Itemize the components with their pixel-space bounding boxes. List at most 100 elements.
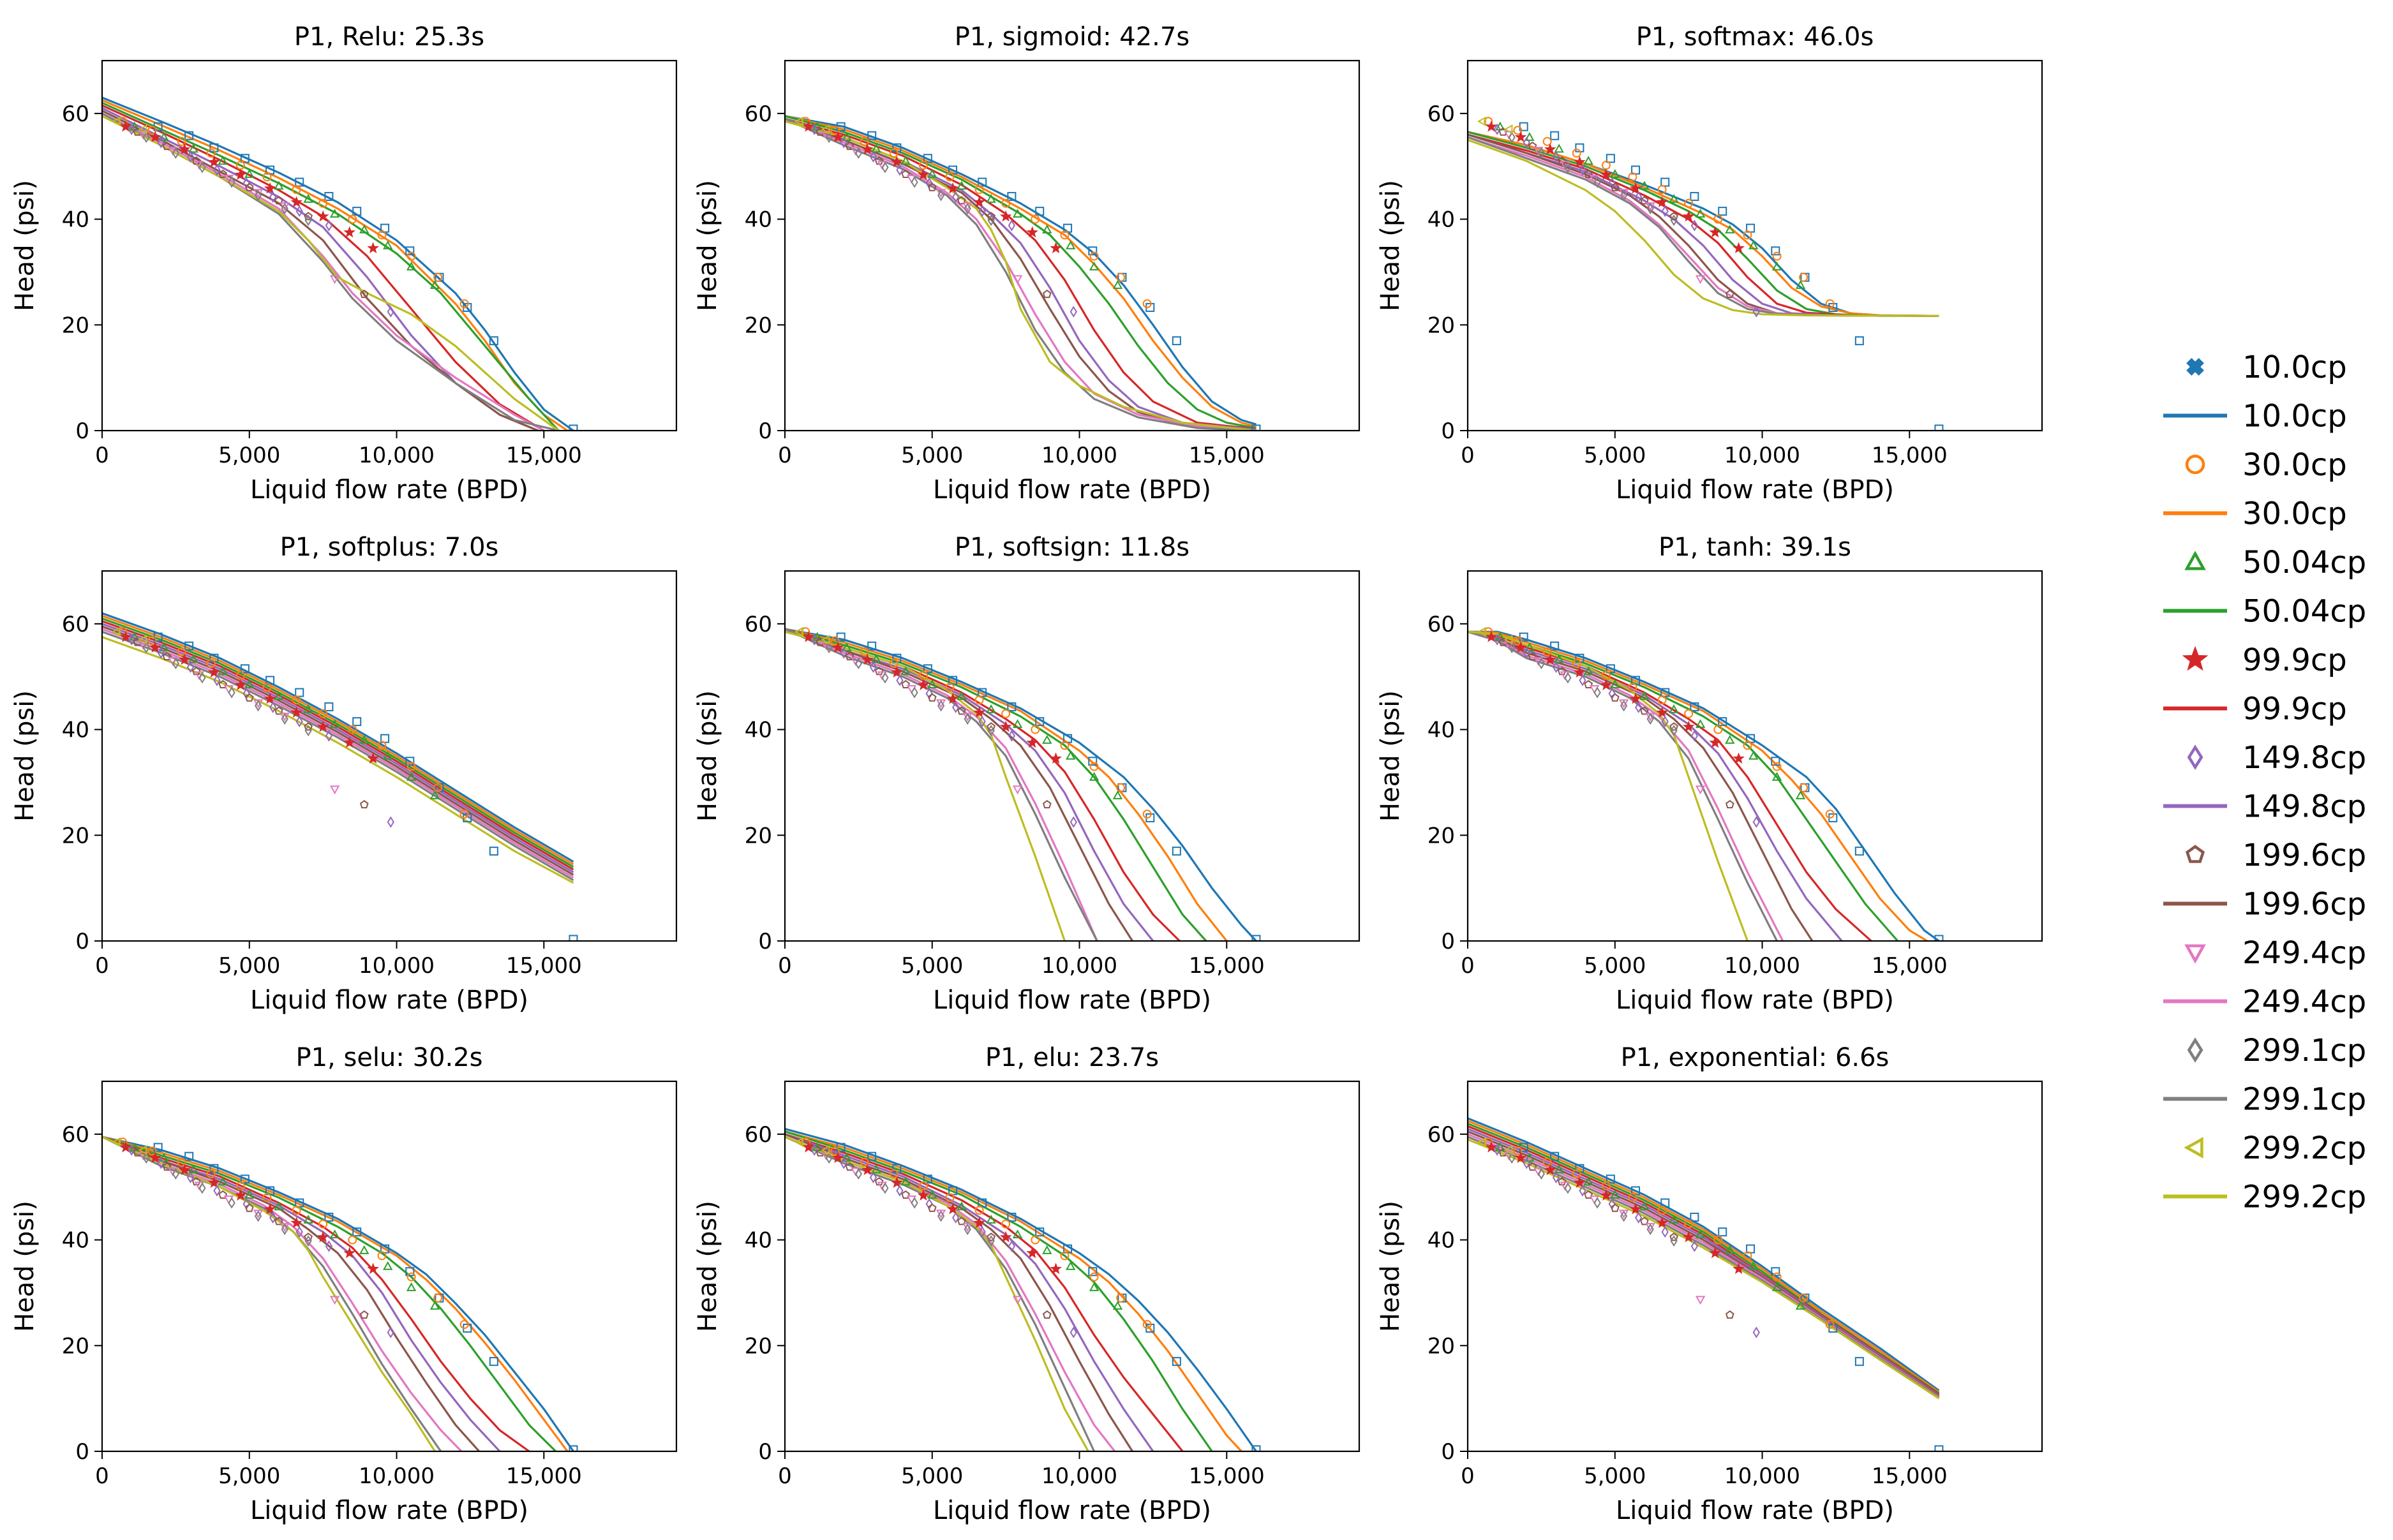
point-50_04cp — [359, 225, 369, 233]
point-99_9cp — [1544, 143, 1556, 155]
point-199_6cp — [901, 1190, 911, 1199]
y-tick-label: 20 — [62, 823, 89, 848]
point-99_9cp — [999, 1231, 1012, 1243]
point-50_04cp — [244, 679, 255, 688]
point-149_8cp — [128, 633, 135, 646]
point-299_1cp — [1670, 725, 1678, 737]
point-50_04cp — [383, 240, 393, 249]
point-50_04cp — [159, 132, 169, 141]
point-50_04cp — [1554, 654, 1564, 663]
point-199_6cp — [1528, 651, 1537, 661]
point-10_0cp — [240, 1174, 250, 1184]
point-99_9cp — [1026, 1247, 1039, 1259]
point-199_6cp — [1610, 693, 1620, 702]
point-199_6cp — [218, 679, 228, 688]
point-149_8cp — [1690, 730, 1699, 742]
point-149_8cp — [1635, 1211, 1643, 1224]
point-50_04cp — [429, 280, 440, 289]
point-50_04cp — [329, 1229, 340, 1239]
point-30_0cp — [1743, 1251, 1752, 1261]
line-299_1cp — [785, 117, 1256, 431]
legend-label: 99.9cp — [2242, 692, 2347, 727]
point-50_04cp — [900, 156, 911, 165]
point-299_1cp — [142, 1152, 150, 1164]
point-50_04cp — [842, 642, 852, 651]
point-30_0cp — [1772, 251, 1782, 261]
line-99_9cp — [1468, 133, 1939, 317]
point-149_8cp — [295, 716, 303, 728]
point-30_0cp — [889, 149, 898, 158]
point-30_0cp — [974, 1206, 984, 1215]
point-50_04cp — [1042, 225, 1052, 233]
point-149_8cp — [213, 1185, 221, 1197]
point-99_9cp — [178, 143, 191, 155]
point-149_8cp — [1635, 191, 1643, 203]
line-299_1cp — [785, 628, 1098, 941]
line-299_2cp — [1468, 138, 1939, 317]
point-50_04cp — [218, 156, 228, 165]
point-199_6cp — [359, 1310, 369, 1319]
point-99_9cp — [1656, 706, 1668, 718]
point-10_0cp — [978, 1198, 987, 1208]
point-50_04cp — [957, 691, 967, 700]
point-299_1cp — [1593, 686, 1601, 699]
point-299_1cp — [1508, 1152, 1516, 1164]
x-tick-label: 10,000 — [359, 1463, 435, 1489]
point-149_8cp — [1493, 1144, 1501, 1156]
point-10_0cp — [1035, 717, 1045, 727]
point-10_0cp — [1606, 1174, 1615, 1184]
point-99_9cp — [973, 1217, 985, 1228]
point-199_6cp — [304, 212, 313, 221]
subplot-3: P1, softmax: 46.0s 0 5,000 10,000 15,000 0 20 4… — [1376, 22, 2043, 505]
point-99_9cp — [343, 736, 356, 748]
point-299_2cp — [1477, 1137, 1486, 1147]
point-50_04cp — [1089, 772, 1100, 781]
point-199_6cp — [987, 1233, 995, 1241]
x-tick-label: 10,000 — [1724, 443, 1800, 468]
point-10_0cp — [1854, 847, 1864, 856]
point-199_6cp — [244, 182, 254, 191]
point-149_8cp — [1752, 306, 1760, 318]
point-149_8cp — [186, 151, 195, 163]
point-30_0cp — [1684, 709, 1694, 718]
point-149_8cp — [295, 1226, 303, 1238]
subplot-title: P1, sigmoid: 42.7s — [955, 22, 1189, 52]
point-50_04cp — [957, 181, 967, 190]
point-30_0cp — [1825, 299, 1835, 309]
point-299_2cp — [821, 635, 830, 645]
point-149_8cp — [186, 1171, 195, 1183]
point-30_0cp — [1142, 810, 1152, 819]
point-199_6cp — [1584, 1190, 1593, 1199]
point-299_1cp — [198, 161, 206, 174]
point-99_9cp — [317, 210, 329, 222]
point-10_0cp — [1088, 757, 1098, 766]
point-30_0cp — [1684, 1219, 1694, 1229]
point-10_0cp — [1934, 1445, 1944, 1451]
point-99_9cp — [1574, 156, 1586, 168]
point-30_0cp — [348, 1235, 357, 1245]
line-149_8cp — [785, 1133, 1154, 1451]
line-30_0cp — [1468, 630, 1928, 941]
point-299_1cp — [304, 1235, 312, 1247]
subplot-5: P1, softsign: 11.8s 0 5,000 10,000 15,000 0 20… — [693, 533, 1361, 1015]
legend-label: 50.04cp — [2242, 545, 2366, 581]
point-149_8cp — [869, 661, 877, 673]
point-30_0cp — [1799, 1293, 1808, 1303]
point-99_9cp — [1682, 720, 1695, 732]
point-30_0cp — [1684, 198, 1694, 208]
point-10_0cp — [489, 847, 498, 856]
point-199_6cp — [274, 1217, 283, 1225]
point-30_0cp — [377, 1251, 387, 1261]
y-tick-label: 40 — [1428, 207, 1455, 233]
point-99_9cp — [1544, 1164, 1556, 1176]
line-99_9cp — [785, 1133, 1184, 1451]
point-149_8cp — [157, 647, 165, 659]
point-50_04cp — [1639, 181, 1650, 190]
point-30_0cp — [1572, 149, 1581, 158]
y-tick-label: 0 — [1441, 1439, 1455, 1465]
point-50_04cp — [1112, 280, 1123, 289]
point-30_0cp — [1089, 762, 1099, 771]
y-tick-label: 0 — [758, 1439, 772, 1465]
x-tick-label: 15,000 — [1872, 443, 1948, 468]
